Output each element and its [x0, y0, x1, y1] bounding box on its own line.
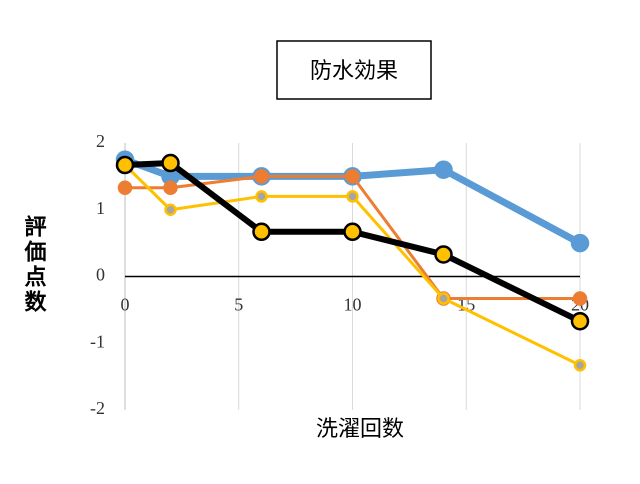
data-point — [573, 359, 587, 372]
data-point — [252, 222, 271, 242]
y-axis-label: 評価点数 — [21, 214, 48, 315]
x-tick-label: 5 — [234, 295, 243, 315]
data-point — [572, 291, 588, 306]
data-point — [161, 153, 180, 173]
data-point — [164, 203, 177, 216]
data-point — [254, 169, 269, 184]
title-box — [276, 40, 432, 100]
y-tick-label: 0 — [96, 265, 105, 285]
data-point — [570, 311, 590, 331]
series-line — [125, 174, 580, 301]
data-point — [255, 190, 268, 203]
y-tick-label: -2 — [90, 398, 105, 418]
x-tick-label: 10 — [344, 295, 362, 315]
data-point — [434, 245, 453, 264]
plot-area: -2-101205101520 — [90, 131, 590, 418]
x-tick-label: 0 — [121, 295, 130, 315]
data-point — [345, 169, 360, 184]
data-point — [570, 233, 590, 253]
data-point — [117, 180, 133, 195]
y-tick-label: 1 — [96, 198, 105, 218]
series-line — [123, 163, 581, 367]
y-tick-label: -1 — [90, 331, 105, 351]
data-point — [343, 222, 362, 242]
x-axis-label: 洗濯回数 — [316, 417, 404, 442]
data-point — [115, 155, 135, 175]
y-tick-label: 2 — [96, 131, 105, 151]
chart-title: 防水効果 — [310, 59, 398, 84]
data-point — [437, 292, 450, 305]
data-point — [346, 190, 359, 203]
data-point — [434, 160, 453, 179]
data-point — [163, 180, 178, 195]
